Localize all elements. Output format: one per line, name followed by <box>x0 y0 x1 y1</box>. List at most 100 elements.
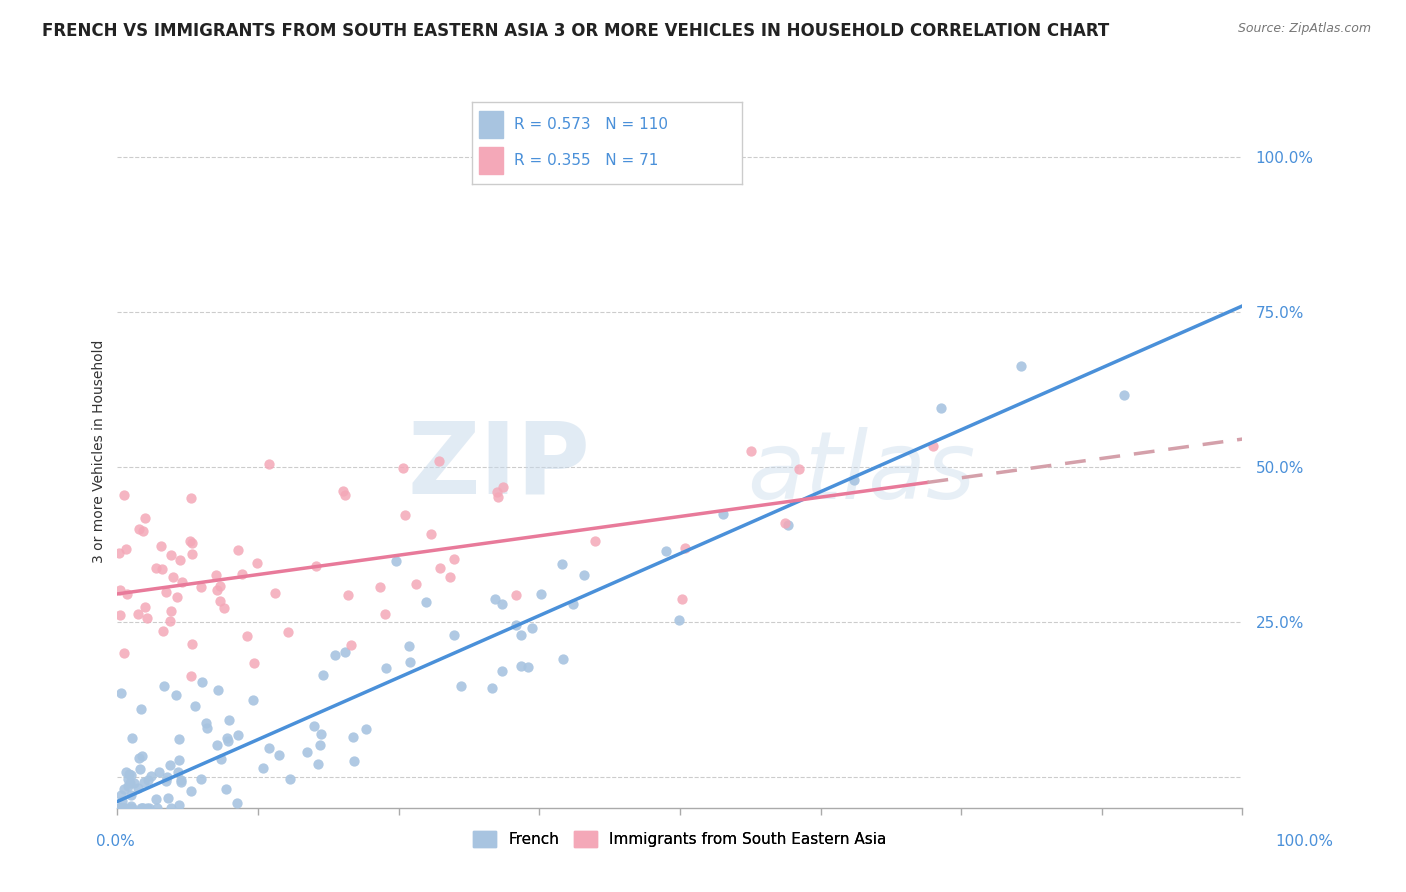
Point <box>160 548 183 562</box>
Point <box>169 797 191 812</box>
Point <box>486 485 509 500</box>
Point <box>207 738 229 752</box>
Point <box>165 688 187 702</box>
Point <box>117 779 139 793</box>
Point <box>214 601 236 615</box>
Y-axis label: 3 or more Vehicles in Household: 3 or more Vehicles in Household <box>93 340 107 563</box>
Point <box>160 800 183 814</box>
Point <box>209 594 232 608</box>
Point <box>150 562 173 576</box>
Point <box>179 533 201 548</box>
Point <box>134 599 156 614</box>
Point <box>572 568 595 582</box>
Point <box>439 569 461 583</box>
Point <box>530 587 553 601</box>
Point <box>156 790 179 805</box>
Point <box>118 800 141 814</box>
Point <box>204 567 226 582</box>
Point <box>405 577 427 591</box>
Point <box>127 607 149 621</box>
Point <box>675 541 697 556</box>
Legend: French, Immigrants from South Eastern Asia: French, Immigrants from South Eastern As… <box>467 825 893 854</box>
Point <box>226 729 249 743</box>
Point <box>191 674 214 689</box>
Point <box>1010 359 1032 374</box>
Point <box>181 536 204 550</box>
Point <box>145 561 167 575</box>
Point <box>778 518 800 533</box>
Point <box>304 559 326 574</box>
Point <box>159 758 181 772</box>
Point <box>773 516 796 530</box>
Point <box>486 491 509 505</box>
Point <box>671 592 693 607</box>
Point <box>195 715 218 730</box>
Point <box>236 629 259 643</box>
Point <box>115 765 138 780</box>
Point <box>170 773 193 788</box>
Point <box>149 539 172 553</box>
Point <box>115 541 138 556</box>
Point <box>307 756 329 771</box>
Point <box>375 661 398 675</box>
Point <box>121 800 143 814</box>
Point <box>332 483 354 498</box>
Point <box>145 800 167 814</box>
Point <box>243 657 266 671</box>
Point <box>132 524 155 538</box>
Point <box>111 794 134 808</box>
Point <box>152 679 174 693</box>
Point <box>208 579 231 593</box>
Point <box>333 645 356 659</box>
Point <box>278 772 301 786</box>
Point <box>787 462 810 476</box>
Point <box>180 784 202 798</box>
Point <box>354 722 377 736</box>
Point <box>374 607 396 621</box>
Point <box>509 659 531 673</box>
Point <box>166 590 188 604</box>
Point <box>131 800 153 814</box>
Point <box>167 765 190 780</box>
Point <box>155 774 177 789</box>
Point <box>135 611 157 625</box>
Point <box>215 782 238 797</box>
Point <box>450 679 472 693</box>
Point <box>131 800 153 814</box>
Point <box>217 734 239 748</box>
Point <box>668 613 690 627</box>
Point <box>585 533 607 548</box>
Point <box>180 491 202 505</box>
Text: Source: ZipAtlas.com: Source: ZipAtlas.com <box>1237 22 1371 36</box>
Point <box>148 765 170 780</box>
Point <box>110 789 132 803</box>
Point <box>443 628 465 642</box>
Point <box>242 692 264 706</box>
Text: 100.0%: 100.0% <box>1275 834 1333 848</box>
Point <box>415 595 437 609</box>
Point <box>491 597 513 611</box>
Point <box>505 588 527 602</box>
Point <box>420 527 443 541</box>
Point <box>122 776 145 790</box>
Point <box>209 752 232 766</box>
Point <box>128 523 150 537</box>
Point <box>654 543 676 558</box>
Point <box>429 561 451 575</box>
Point <box>110 800 132 814</box>
Point <box>120 798 142 813</box>
Point <box>342 731 364 745</box>
Point <box>162 569 184 583</box>
Point <box>117 772 139 787</box>
Point <box>172 575 194 590</box>
Point <box>112 646 135 660</box>
Point <box>127 781 149 796</box>
Point <box>484 592 506 607</box>
Point <box>343 754 366 768</box>
Point <box>181 637 204 651</box>
Point <box>427 454 450 468</box>
Point <box>257 457 280 471</box>
Point <box>115 586 138 600</box>
Point <box>145 792 167 806</box>
Text: 0.0%: 0.0% <box>96 834 135 848</box>
